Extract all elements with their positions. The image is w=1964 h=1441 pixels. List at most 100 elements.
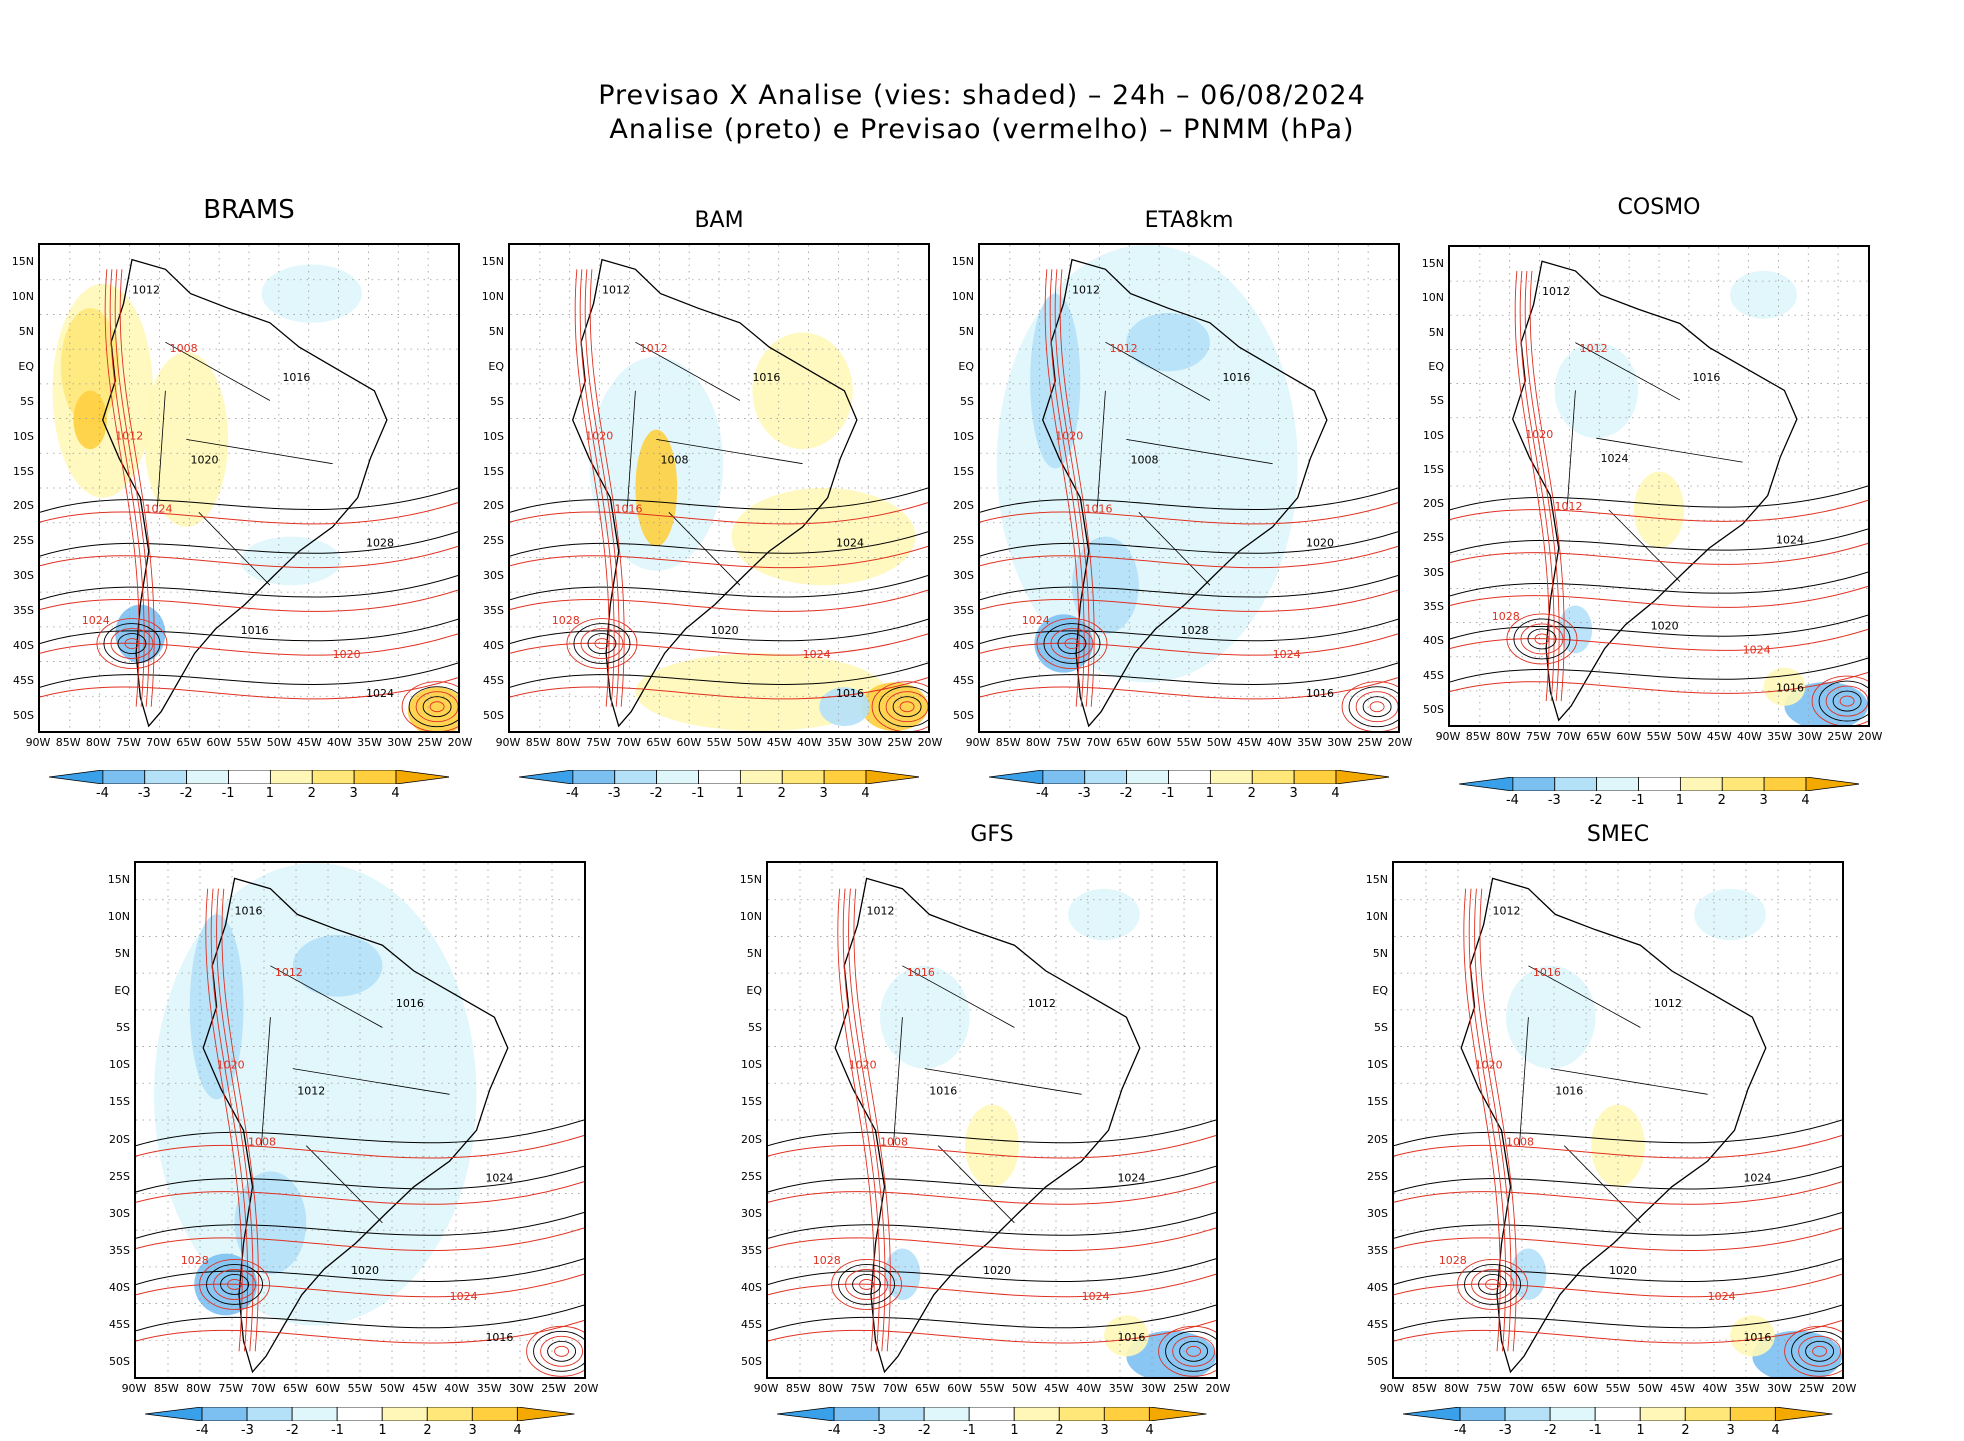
lon-tick-label: 55W bbox=[347, 1382, 373, 1395]
lon-tick-label: 75W bbox=[115, 736, 141, 749]
lon-tick-label: 20W bbox=[573, 1382, 599, 1395]
lat-tick-label: 25S bbox=[109, 1169, 130, 1183]
isobar-label: 1012 bbox=[132, 284, 160, 297]
colorbar-label: -2 bbox=[649, 786, 663, 801]
colorbar: -4 -3 -2 -1 1 2 3 4 bbox=[1403, 1407, 1833, 1441]
colorbar-label: -3 bbox=[137, 786, 151, 801]
isobar-label: 1016 bbox=[1533, 966, 1561, 979]
lat-tick-label: 15S bbox=[1367, 1095, 1388, 1109]
lon-tick-label: 75W bbox=[585, 736, 611, 749]
lat-tick-label: 50S bbox=[1423, 703, 1444, 716]
lon-tick-label: 30W bbox=[508, 1382, 534, 1395]
isobar-label: 1024 bbox=[1117, 1172, 1145, 1185]
lat-tick-label: 40S bbox=[1423, 634, 1444, 648]
lon-tick-label: 55W bbox=[1646, 730, 1672, 743]
isobar-label: 1016 bbox=[1117, 1331, 1145, 1344]
lat-tick-label: 15N bbox=[107, 873, 130, 886]
map-panel-brams-2: 1016 1012 1016 1020 1012 1008 1024 1028 1020 1024… bbox=[134, 861, 586, 1379]
lat-tick-label: 5N bbox=[18, 324, 34, 338]
lat-tick-label: 50S bbox=[109, 1355, 130, 1368]
lat-tick-label: 5N bbox=[958, 324, 974, 338]
lon-tick-label: 85W bbox=[785, 1382, 811, 1395]
colorbar-label: 4 bbox=[1331, 786, 1340, 801]
isobar-label: 1024 bbox=[1743, 1172, 1771, 1185]
lat-tick-label: 40S bbox=[1367, 1280, 1388, 1294]
lon-tick-label: 25W bbox=[1357, 736, 1383, 749]
lat-tick-label: 50S bbox=[483, 709, 504, 722]
lon-tick-label: 50W bbox=[1676, 730, 1702, 743]
colorbar-label: 2 bbox=[1247, 786, 1256, 801]
bias-shading bbox=[115, 604, 166, 663]
colorbar-label: 1 bbox=[1010, 1423, 1019, 1438]
isobar-label: 1028 bbox=[181, 1254, 209, 1267]
lon-tick-label: 35W bbox=[1108, 1382, 1134, 1395]
isobar-label: 1016 bbox=[1085, 502, 1113, 515]
isobar-label: 1020 bbox=[983, 1264, 1011, 1277]
isobar-label: 1024 bbox=[836, 536, 864, 549]
isobar-label: 1028 bbox=[1492, 610, 1520, 623]
isobar-label: 1024 bbox=[485, 1172, 513, 1185]
panel-title-brams: BRAMS bbox=[203, 195, 295, 225]
lat-tick-label: 5S bbox=[20, 394, 34, 408]
lon-tick-label: 45W bbox=[1670, 1382, 1695, 1395]
colorbar-label: 2 bbox=[307, 786, 316, 801]
colorbar-label: 2 bbox=[777, 786, 786, 801]
lat-tick-label: 5N bbox=[1428, 325, 1444, 339]
isobar-label: 1024 bbox=[1708, 1290, 1736, 1303]
lon-tick-label: 40W bbox=[444, 1382, 470, 1395]
isobar-label: 1012 bbox=[1654, 997, 1682, 1010]
lat-tick-label: 5S bbox=[748, 1021, 762, 1035]
isobar-label: 1016 bbox=[836, 687, 864, 700]
lon-tick-label: 90W bbox=[25, 736, 51, 749]
isobar-label: 1012 bbox=[115, 429, 143, 442]
lat-tick-label: 15N bbox=[739, 873, 762, 886]
lat-tick-label: 40S bbox=[13, 639, 34, 653]
lat-tick-label: 45S bbox=[483, 674, 504, 688]
isobar-label: 1016 bbox=[752, 371, 780, 384]
lat-tick-label: 10S bbox=[483, 429, 504, 443]
lon-tick-label: 75W bbox=[218, 1382, 244, 1395]
lat-tick-label: 20S bbox=[741, 1132, 762, 1146]
colorbar-label: -1 bbox=[330, 1423, 344, 1438]
lon-tick-label: 50W bbox=[266, 736, 292, 749]
lat-tick-label: 5S bbox=[490, 394, 504, 408]
lon-tick-label: 75W bbox=[1525, 730, 1551, 743]
lon-tick-label: 35W bbox=[1734, 1382, 1760, 1395]
lat-tick-label: 15N bbox=[11, 255, 34, 268]
lat-tick-label: 20S bbox=[953, 499, 974, 513]
lat-tick-label: 5S bbox=[960, 394, 974, 408]
colorbar-label: -3 bbox=[1498, 1423, 1512, 1438]
isobar-label: 1012 bbox=[1072, 284, 1100, 297]
lon-tick-label: 20W bbox=[1387, 736, 1413, 749]
lon-tick-label: 75W bbox=[850, 1382, 876, 1395]
lon-tick-label: 25W bbox=[1827, 730, 1853, 743]
lon-tick-label: 20W bbox=[1831, 1382, 1857, 1395]
colorbar-label: 3 bbox=[819, 786, 828, 801]
isobar-label: 1016 bbox=[615, 502, 643, 515]
isobar-label: 1020 bbox=[190, 454, 218, 467]
colorbar-label: 3 bbox=[1726, 1423, 1735, 1438]
lat-tick-label: 10N bbox=[739, 910, 762, 924]
lat-tick-label: EQ bbox=[746, 984, 762, 998]
continent-outline bbox=[1512, 260, 1798, 722]
lat-tick-label: 15S bbox=[1423, 462, 1444, 476]
lon-tick-label: 25W bbox=[1173, 1382, 1199, 1395]
lat-tick-label: 10N bbox=[107, 910, 130, 924]
bias-shading bbox=[1591, 1104, 1645, 1187]
isobar-label: 1028 bbox=[813, 1254, 841, 1267]
isobar-label: 1024 bbox=[1273, 648, 1301, 661]
lon-tick-label: 40W bbox=[1736, 730, 1762, 743]
lon-tick-label: 60W bbox=[1616, 730, 1642, 743]
lon-tick-label: 80W bbox=[85, 736, 111, 749]
lat-tick-label: 10N bbox=[1421, 291, 1444, 305]
colorbar-label: -4 bbox=[95, 786, 109, 801]
lon-tick-label: 60W bbox=[676, 736, 702, 749]
lon-tick-label: 60W bbox=[315, 1382, 341, 1395]
colorbar-label: -2 bbox=[917, 1423, 931, 1438]
isobar-label: 1012 bbox=[1580, 342, 1608, 355]
isobar-label: 1008 bbox=[880, 1136, 908, 1149]
bias-shading bbox=[880, 965, 970, 1069]
isobar-label: 1020 bbox=[711, 624, 739, 637]
bias-shading bbox=[965, 1104, 1019, 1187]
lon-tick-label: 90W bbox=[965, 736, 991, 749]
